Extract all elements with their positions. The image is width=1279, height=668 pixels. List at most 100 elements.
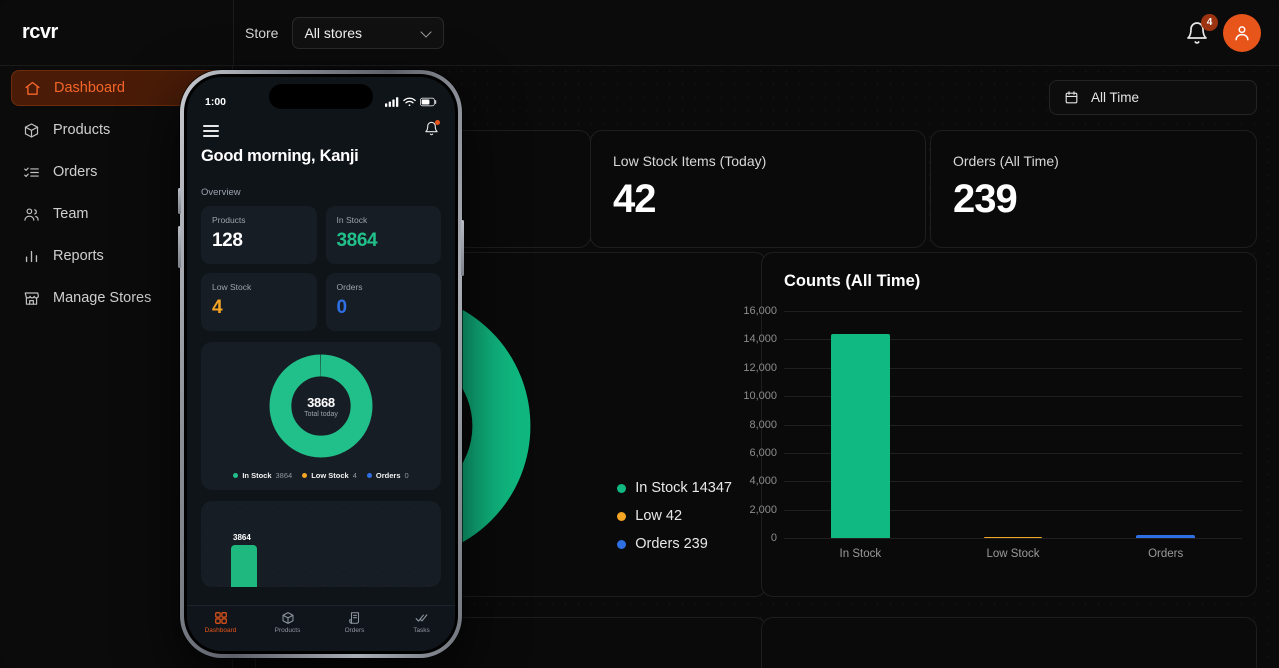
box-icon — [24, 122, 39, 138]
donut-chart-legend: In Stock 14347 Low 42 Orders 239 — [617, 480, 732, 552]
phone-notch — [269, 84, 373, 109]
phone-donut-center: 3868 Total today — [292, 377, 350, 435]
notification-badge: 4 — [1201, 13, 1218, 31]
phone-legend-low-stock[interactable]: Low Stock 4 — [302, 471, 357, 480]
legend-label-low: Low 42 — [635, 508, 683, 524]
phone-stat-label-low-stock: Low Stock — [212, 282, 252, 292]
power-button[interactable] — [461, 220, 464, 276]
menu-icon[interactable] — [203, 125, 219, 137]
sidebar-label-orders: Orders — [53, 164, 98, 180]
x-axis-tick: In Stock — [839, 548, 882, 560]
phone-tab-label-orders: Orders — [344, 627, 365, 634]
calendar-icon — [1065, 91, 1078, 104]
bottom-card-right[interactable] — [761, 617, 1257, 668]
sidebar-label-products: Products — [53, 122, 111, 138]
bar[interactable] — [983, 536, 1043, 538]
sidebar-item-reports[interactable]: Reports — [11, 238, 221, 274]
y-axis-tick: 4,000 — [749, 475, 777, 488]
gridline — [784, 339, 1242, 341]
kpi-value-1: 42 — [613, 177, 657, 221]
gridline — [784, 311, 1242, 312]
phone-stat-value-in-stock: 3864 — [336, 230, 378, 251]
phone-legend-orders[interactable]: Orders 0 — [366, 471, 409, 480]
phone-stat-in-stock[interactable]: In Stock 3864 — [325, 206, 441, 264]
phone-legend-in-stock[interactable]: In Stock 3864 — [233, 471, 292, 480]
phone-legend-name-low-stock: Low Stock — [311, 471, 349, 480]
battery-icon — [420, 97, 437, 107]
sidebar-item-products[interactable]: Products — [11, 112, 221, 148]
phone-stat-value-orders: 0 — [336, 297, 348, 318]
kpi-card-orders[interactable]: Orders (All Time) 239 — [930, 130, 1257, 248]
sidebar-label-reports: Reports — [53, 248, 104, 264]
bar-chart-title: Counts (All Time) — [784, 272, 921, 290]
phone-bar-card[interactable]: 3864 — [201, 501, 441, 587]
topbar-actions: 4 — [1185, 13, 1279, 52]
legend-item-low[interactable]: Low 42 — [617, 508, 732, 524]
phone-tab-orders[interactable]: Orders — [321, 611, 388, 634]
phone-tab-label-products: Products — [274, 627, 301, 634]
phone-donut-subtitle: Total today — [304, 410, 338, 418]
top-bar: rcvr Store All stores 4 — [0, 0, 1279, 66]
gridline — [784, 538, 1242, 539]
checklist-icon — [24, 167, 39, 177]
phone-legend-dot-orders — [366, 473, 372, 478]
legend-label-orders: Orders 239 — [635, 536, 708, 552]
phone-donut-total: 3868 — [307, 394, 335, 410]
kpi-card-low-stock[interactable]: Low Stock Items (Today) 42 — [590, 130, 926, 248]
sidebar-item-team[interactable]: Team — [11, 196, 221, 232]
kpi-label-1: Low Stock Items (Today) — [613, 153, 767, 169]
phone-legend-value-orders: 0 — [404, 471, 409, 480]
phone-stat-products[interactable]: Products 128 — [201, 206, 317, 264]
avatar[interactable] — [1223, 13, 1261, 52]
phone-overview-grid: Products 128 In Stock 3864 Low Stock 4 — [201, 206, 441, 331]
phone-notification-dot — [435, 120, 440, 125]
phone-overview-label: Overview — [201, 187, 241, 198]
notifications-button[interactable]: 4 — [1185, 13, 1218, 45]
sidebar-item-orders[interactable]: Orders — [11, 154, 221, 190]
app-logo[interactable]: rcvr — [22, 21, 58, 43]
phone-legend-name-in-stock: In Stock — [242, 471, 272, 480]
phone-tab-label-tasks: Tasks — [413, 627, 430, 634]
gridline — [784, 481, 1242, 483]
bar[interactable] — [831, 334, 890, 538]
phone-bar-label: 3864 — [233, 533, 251, 542]
phone-legend-dot-low-stock — [302, 473, 308, 478]
y-axis-tick: 8,000 — [749, 418, 777, 431]
home-icon — [25, 81, 40, 95]
phone-stat-orders[interactable]: Orders 0 — [325, 273, 441, 331]
date-filter-label: All Time — [1091, 90, 1140, 105]
phone-greeting: Good morning, Kanji — [201, 147, 359, 165]
signal-icon — [385, 97, 399, 107]
x-axis-tick: Orders — [1148, 548, 1184, 560]
phone-tab-tasks[interactable]: Tasks — [388, 611, 455, 634]
phone-app-header — [187, 115, 455, 147]
wifi-icon — [403, 97, 416, 107]
phone-screen: 1:00 — [187, 77, 455, 651]
bell-icon — [425, 121, 438, 136]
double-check-icon — [415, 614, 427, 622]
sidebar-label-manage-stores: Manage Stores — [53, 290, 152, 306]
phone-tab-products[interactable]: Products — [254, 611, 321, 634]
phone-donut-chart: 3868 Total today — [269, 354, 373, 458]
bar-chart-icon — [25, 250, 38, 262]
phone-tab-dashboard[interactable]: Dashboard — [187, 611, 254, 634]
phone-stat-label-products: Products — [212, 215, 246, 225]
phone-stat-low-stock[interactable]: Low Stock 4 — [201, 273, 317, 331]
store-icon — [24, 291, 39, 305]
grid-icon — [214, 612, 227, 624]
bar-chart-card[interactable]: Counts (All Time) 0 2,000 4,000 6,000 8,000 1… — [743, 252, 1257, 597]
legend-item-orders[interactable]: Orders 239 — [617, 536, 732, 552]
volume-down-button[interactable] — [178, 226, 181, 268]
x-axis-tick: Low Stock — [986, 548, 1040, 560]
volume-up-button[interactable] — [178, 188, 181, 214]
chevron-down-icon — [421, 27, 432, 38]
legend-dot-orders — [617, 539, 627, 549]
sidebar-item-manage-stores[interactable]: Manage Stores — [11, 280, 221, 316]
bar[interactable] — [1136, 534, 1195, 538]
legend-item-in-stock[interactable]: In Stock 14347 — [617, 480, 732, 496]
y-axis-tick: 12,000 — [743, 361, 777, 374]
store-select[interactable]: All stores — [292, 16, 445, 49]
date-filter-button[interactable]: All Time — [1049, 80, 1257, 115]
phone-notifications-button[interactable] — [424, 120, 440, 141]
phone-donut-card[interactable]: 3868 Total today In Stock 3864 — [201, 342, 441, 490]
